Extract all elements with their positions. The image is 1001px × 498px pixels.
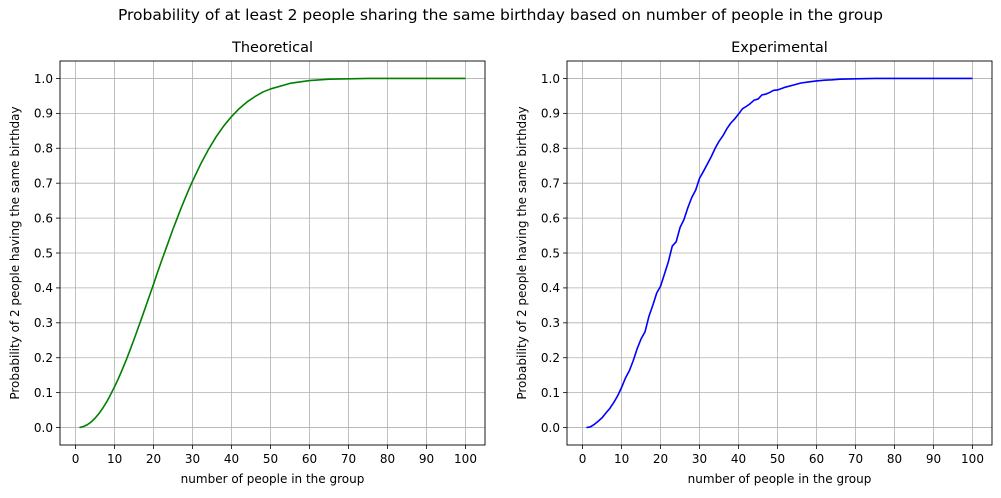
y-tick-label: 0.3 [541, 316, 560, 330]
chart-panel-2: 0 10 20 30 40 50 60 70 80 90 100 0.0 0.1 0.2 0.3 0.4 0.5… [515, 40, 993, 486]
x-tick-label: 40 [224, 452, 239, 466]
x-axis-label: number of people in the group [181, 472, 365, 486]
y-tick-label: 0.7 [34, 176, 53, 190]
x-tick-label: 80 [380, 452, 395, 466]
y-tick-label: 0.3 [34, 316, 53, 330]
y-tick-label: 0.1 [34, 386, 53, 400]
x-tick-label: 80 [887, 452, 902, 466]
y-tick-label: 0.8 [541, 142, 560, 156]
y-tick-label: 0.2 [541, 351, 560, 365]
series-line-1 [79, 77, 466, 429]
x-tick-label: 30 [692, 452, 707, 466]
x-tick-label: 50 [770, 452, 785, 466]
y-tick-label: 0.4 [541, 281, 560, 295]
x-tick-label: 10 [107, 452, 122, 466]
y-tick-label: 0.9 [34, 107, 53, 121]
x-tick-label: 20 [146, 452, 161, 466]
x-tick-label: 0 [579, 452, 587, 466]
x-tick-label: 40 [731, 452, 746, 466]
chart-title: Experimental [731, 40, 828, 56]
y-tick-label: 0.2 [34, 351, 53, 365]
y-axis-label: Probability of 2 people having the same … [8, 106, 22, 399]
y-tick-label: 0.0 [541, 421, 560, 435]
chart-panel-1: 0 10 20 30 40 50 60 70 80 90 100 0.0 0.1 0.2 0.3 0.4 0.5… [8, 40, 486, 486]
y-tick-label: 0.7 [541, 176, 560, 190]
y-tick-label: 0.5 [541, 246, 560, 260]
y-tick-label: 0.0 [34, 421, 53, 435]
x-axis-label: number of people in the group [688, 472, 872, 486]
y-tick-label: 0.4 [34, 281, 53, 295]
x-tick-label: 70 [341, 452, 356, 466]
y-tick-label: 0.9 [541, 107, 560, 121]
x-tick-label: 50 [263, 452, 278, 466]
x-tick-label: 60 [809, 452, 824, 466]
x-tick-label: 90 [419, 452, 434, 466]
x-tick-label: 30 [185, 452, 200, 466]
x-tick-label: 100 [454, 452, 477, 466]
x-tick-label: 60 [302, 452, 317, 466]
y-axis-label: Probability of 2 people having the same … [515, 106, 529, 399]
y-tick-label: 0.6 [541, 211, 560, 225]
x-tick-label: 90 [926, 452, 941, 466]
figure-title: Probability of at least 2 people sharing… [117, 6, 884, 24]
y-tick-label: 0.5 [34, 246, 53, 260]
chart-title: Theoretical [231, 40, 313, 56]
x-tick-label: 10 [614, 452, 629, 466]
y-tick-label: 0.1 [541, 386, 560, 400]
series-line-1 [586, 77, 973, 429]
x-tick-label: 70 [848, 452, 863, 466]
x-tick-label: 0 [72, 452, 80, 466]
x-tick-label: 20 [653, 452, 668, 466]
y-tick-label: 0.8 [34, 142, 53, 156]
x-tick-label: 100 [961, 452, 984, 466]
y-tick-label: 1.0 [34, 72, 53, 86]
y-tick-label: 0.6 [34, 211, 53, 225]
y-tick-label: 1.0 [541, 72, 560, 86]
